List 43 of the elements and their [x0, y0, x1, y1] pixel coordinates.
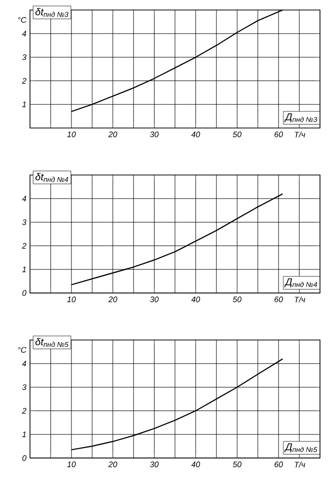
y-tick-label: 4 [22, 360, 26, 366]
x-tick-label: 60 [274, 132, 283, 138]
y-tick-label: 2 [22, 408, 26, 414]
y-tick-label: 4 [22, 30, 26, 36]
x-tick-label: 20 [108, 296, 118, 302]
x-tick-label: 30 [150, 462, 159, 468]
x-tick-label: 40 [191, 462, 200, 468]
x-tick-label: 40 [191, 132, 200, 138]
annotation: Д$_{пнд №4}$ [284, 278, 318, 288]
x-tick-label: 10 [67, 132, 76, 138]
chart-title: δt$_{пнд №4}$ [35, 172, 68, 182]
x-axis-title: T/ч [294, 132, 306, 138]
x-tick-label: 50 [232, 132, 242, 138]
x-axis-title: T/ч [294, 462, 306, 468]
x-tick-label: 30 [150, 132, 159, 138]
x-tick-label: 60 [274, 462, 283, 468]
x-tick-label: 10 [67, 462, 76, 468]
chart-title: δt$_{пнд №3}$ [35, 8, 68, 17]
x-tick-label: 60 [274, 296, 283, 302]
y-tick-label: 3 [22, 384, 26, 390]
x-axis-title: T/ч [294, 296, 306, 302]
y-axis-title: °C [18, 17, 27, 23]
y-tick-label: 1 [22, 102, 26, 108]
y-tick-label: 0 [22, 290, 26, 296]
y-tick-label: 1 [22, 432, 26, 438]
annotation: Д$_{пнд №5}$ [284, 443, 318, 452]
x-tick-label: 20 [108, 462, 118, 468]
x-tick-label: 40 [191, 296, 200, 302]
y-tick-label: 1 [22, 266, 26, 272]
y-tick-label: 3 [22, 54, 26, 60]
y-tick-label: 4 [22, 196, 26, 202]
chart-title: δt$_{пнд №5}$ [35, 338, 68, 347]
x-tick-label: 10 [67, 296, 76, 302]
y-axis-title: °C [18, 347, 27, 353]
y-tick-label: 2 [22, 243, 26, 249]
x-tick-label: 50 [232, 296, 242, 302]
x-tick-label: 30 [150, 296, 159, 302]
y-tick-label: 3 [22, 219, 26, 226]
annotation: Д$_{пнд №3}$ [284, 113, 318, 122]
y-tick-label: 0 [22, 455, 26, 461]
x-tick-label: 50 [232, 462, 242, 468]
x-tick-label: 20 [108, 132, 118, 138]
y-tick-label: 2 [22, 78, 26, 84]
